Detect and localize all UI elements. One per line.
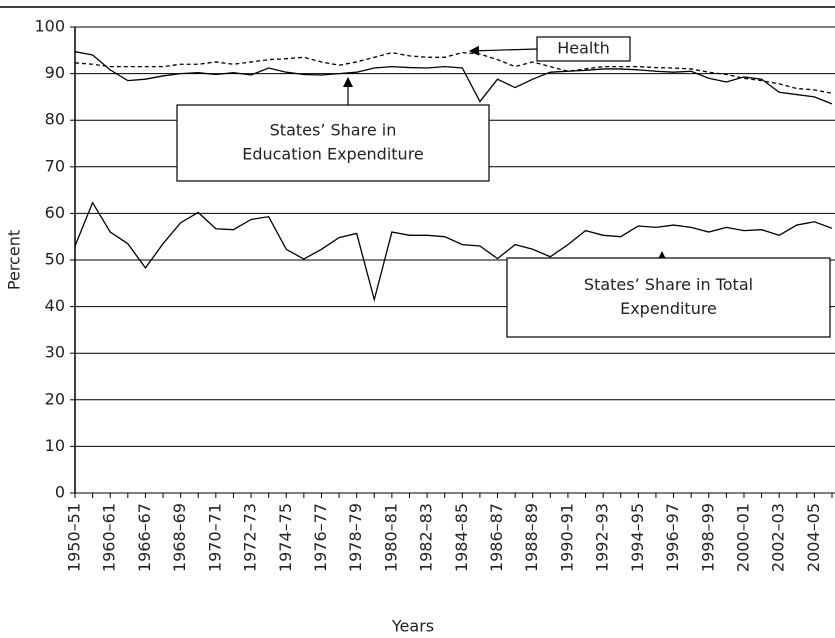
- x-tick-label: 1976–77: [311, 503, 330, 572]
- x-tick-label: 1998–99: [698, 503, 717, 572]
- x-tick-label: 1992–93: [593, 503, 612, 572]
- x-tick-label: 1996–97: [663, 503, 682, 572]
- y-tick-label: 70: [45, 156, 65, 175]
- annotation-text: Health: [557, 39, 610, 58]
- x-tick-label: 2004–05: [804, 503, 823, 572]
- x-tick-label: 1972–73: [241, 503, 260, 572]
- y-tick-label: 30: [45, 343, 65, 362]
- y-axis-title: Percent: [5, 230, 24, 290]
- x-tick-label: 1966–67: [135, 503, 154, 572]
- y-tick-label: 60: [45, 203, 65, 222]
- annotation-box: [176, 104, 490, 182]
- x-tick-label: 1978–79: [346, 503, 365, 572]
- annotation-arrow: [469, 45, 538, 56]
- y-tick-label: 40: [45, 296, 65, 315]
- annotation-text: Expenditure: [620, 299, 717, 318]
- x-tick-label: 1990–91: [557, 503, 576, 572]
- annotation-box: [536, 36, 631, 62]
- series-line: [74, 201, 833, 303]
- y-tick-label: 0: [55, 483, 65, 502]
- x-tick-label: 1974–75: [276, 503, 295, 572]
- x-tick-label: 1960–61: [100, 503, 119, 572]
- y-tick-label: 90: [45, 63, 65, 82]
- x-tick-label: 2002–03: [769, 503, 788, 572]
- x-tick-label: 1988–89: [522, 503, 541, 572]
- y-tick-label: 80: [45, 110, 65, 129]
- annotation-box: [506, 257, 831, 338]
- x-tick-label: 1986–87: [487, 503, 506, 572]
- x-tick-label: 1950–51: [65, 503, 84, 572]
- y-tick-label: 20: [45, 389, 65, 408]
- x-tick-label: 2000–01: [733, 503, 752, 572]
- x-axis-title: Years: [391, 617, 434, 636]
- series-line: [74, 51, 833, 94]
- x-tick-label: 1994–95: [628, 503, 647, 572]
- x-tick-label: 1980–81: [381, 503, 400, 572]
- x-tick-label: 1982–83: [417, 503, 436, 572]
- y-tick-label: 50: [45, 250, 65, 269]
- x-tick-label: 1970–71: [205, 503, 224, 572]
- series-line: [74, 51, 833, 105]
- annotation-text: States’ Share in Total: [584, 275, 753, 294]
- x-tick-label: 1984–85: [452, 503, 471, 572]
- y-tick-label: 100: [34, 17, 65, 36]
- x-tick-label: 1968–69: [170, 503, 189, 572]
- y-tick-label: 10: [45, 436, 65, 455]
- annotation-text: Education Expenditure: [242, 145, 424, 164]
- annotation-text: States’ Share in: [270, 121, 397, 140]
